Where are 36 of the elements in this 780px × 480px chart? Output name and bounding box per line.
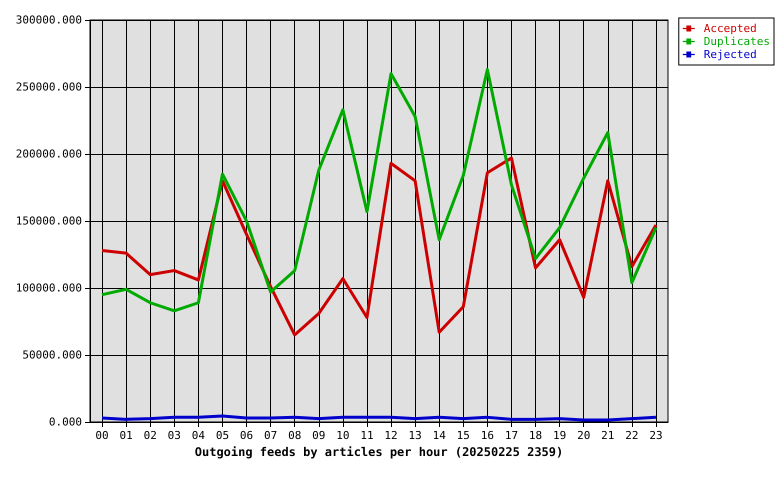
x-tick-label: 10: [336, 429, 350, 442]
x-tick-label: 11: [360, 429, 374, 442]
x-tick-label: 18: [528, 429, 542, 442]
y-tick-label: 250000.000: [16, 80, 82, 94]
x-tick-label: 01: [120, 429, 133, 442]
x-tick-label: 03: [168, 429, 181, 442]
x-tick-label: 13: [408, 429, 422, 442]
legend-label: Rejected: [704, 48, 757, 61]
x-tick-label: 15: [456, 429, 470, 442]
y-tick-label: 150000.000: [16, 214, 82, 228]
x-tick-label: 12: [384, 429, 398, 442]
y-tick-label: 50000.000: [22, 348, 82, 362]
legend-label: Accepted: [704, 22, 757, 35]
x-tick-label: 00: [95, 429, 109, 442]
y-tick-label: 200000.000: [16, 148, 82, 160]
x-tick-label: 16: [480, 429, 494, 442]
x-tick-label: 21: [601, 429, 614, 442]
x-tick-label: 08: [288, 429, 302, 442]
x-tick-label: 17: [504, 429, 518, 442]
x-tick-label: 14: [432, 429, 446, 442]
x-tick-label: 23: [649, 429, 663, 442]
y-tick-label: 100000.000: [16, 282, 82, 294]
y-tick-label: 300000.000: [16, 14, 82, 26]
x-tick-label: 02: [144, 429, 157, 442]
y-tick-label: 0.000: [48, 416, 82, 428]
x-axis-title: Outgoing feeds by articles per hour (20250225 2359): [194, 445, 564, 459]
line-series: [100, 68, 658, 312]
x-tick-label: 22: [625, 429, 638, 442]
x-tick-label: 05: [216, 429, 230, 442]
x-tick-label: 04: [192, 429, 206, 442]
x-tick-label: 19: [553, 429, 566, 442]
legend-label: Duplicates: [704, 35, 770, 48]
x-tick-label: 09: [312, 429, 326, 442]
x-tick-label: 07: [264, 429, 278, 442]
x-tick-label: 06: [240, 429, 254, 442]
x-tick-label: 20: [577, 429, 590, 442]
